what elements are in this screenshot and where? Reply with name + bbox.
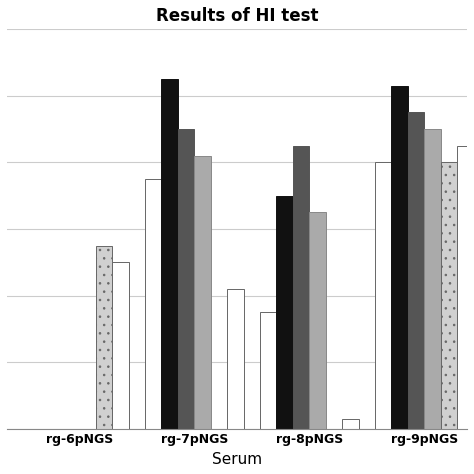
Bar <box>293 146 310 428</box>
Bar <box>424 129 441 428</box>
X-axis label: Serum: Serum <box>212 452 262 467</box>
Bar <box>194 156 211 428</box>
Bar <box>375 163 392 428</box>
Bar <box>342 419 359 428</box>
Bar <box>260 312 276 428</box>
Bar <box>145 179 162 428</box>
Bar <box>408 112 424 428</box>
Bar <box>162 79 178 428</box>
Bar <box>112 262 128 428</box>
Bar <box>276 196 293 428</box>
Title: Results of HI test: Results of HI test <box>156 7 318 25</box>
Bar <box>227 289 244 428</box>
Bar <box>96 246 112 428</box>
Bar <box>178 129 194 428</box>
Bar <box>310 212 326 428</box>
Bar <box>392 86 408 428</box>
Bar <box>441 163 457 428</box>
Bar <box>457 146 474 428</box>
